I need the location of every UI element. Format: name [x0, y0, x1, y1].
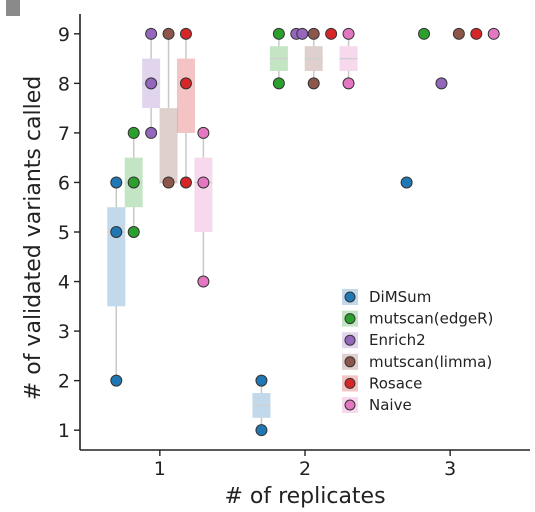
point-DiMSum [110, 226, 123, 238]
point-Naive [487, 27, 500, 40]
point-Enrich2 [145, 77, 158, 90]
point-Rosace [470, 27, 483, 40]
point-mutscan(limma) [452, 27, 465, 40]
point-DiMSum [110, 176, 123, 189]
point-Rosace [179, 176, 192, 189]
point-mutscan(edgeR) [127, 126, 140, 139]
legend-label: Enrich2 [369, 331, 426, 349]
box-mutscan(limma) [159, 108, 178, 183]
legend-label: mutscan(limma) [369, 353, 492, 371]
legend-marker [344, 334, 356, 346]
y-tick-label: 9 [58, 24, 70, 46]
point-layer [110, 27, 500, 437]
legend-marker [344, 313, 356, 325]
y-tick-label: 4 [58, 272, 70, 294]
point-Enrich2 [435, 77, 448, 90]
legend-label: DiMSum [369, 288, 431, 306]
y-axis-label: # of validated variants called [21, 76, 46, 400]
x-tick-label: 1 [154, 458, 166, 480]
y-tick-label: 3 [58, 321, 70, 343]
point-mutscan(edgeR) [418, 27, 431, 40]
y-tick-label: 6 [58, 172, 70, 194]
point-mutscan(edgeR) [272, 27, 285, 40]
x-tick-label: 2 [299, 458, 311, 480]
point-DiMSum [400, 176, 413, 189]
legend-label: mutscan(edgeR) [369, 310, 493, 328]
point-Enrich2 [145, 126, 158, 139]
box-Naive [194, 157, 213, 232]
axes: 1 2 3 4 5 6 7 8 9 1 2 3 [58, 14, 530, 480]
legend: DiMSum mutscan(edgeR) Enrich2 mutscan(limma… [342, 288, 493, 414]
point-mutscan(limma) [162, 27, 175, 40]
point-Enrich2 [145, 27, 158, 40]
y-tick-label: 5 [58, 222, 70, 244]
point-Rosace [179, 77, 192, 90]
point-mutscan(limma) [162, 176, 175, 189]
point-Rosace [179, 27, 192, 40]
y-tick-label: 2 [58, 371, 70, 393]
y-tick-label: 7 [58, 123, 70, 145]
y-tick-label: 8 [58, 73, 70, 95]
point-mutscan(edgeR) [272, 77, 285, 90]
y-tick-label: 1 [58, 420, 70, 442]
legend-label: Rosace [369, 374, 422, 392]
point-mutscan(limma) [307, 27, 320, 40]
box-Rosace [176, 58, 195, 133]
panel-corner-mark [6, 0, 20, 16]
point-mutscan(limma) [307, 77, 320, 90]
point-Naive [197, 275, 210, 288]
point-mutscan(edgeR) [127, 226, 140, 238]
x-tick-label: 3 [444, 458, 456, 480]
point-Naive [197, 126, 210, 139]
point-Naive [342, 27, 355, 40]
point-DiMSum [110, 374, 123, 387]
point-mutscan(edgeR) [127, 176, 140, 189]
point-DiMSum [255, 424, 268, 437]
legend-marker [344, 356, 356, 368]
legend-marker [344, 291, 356, 303]
point-Naive [342, 77, 355, 90]
point-Naive [197, 176, 210, 189]
box-DiMSum [107, 207, 126, 307]
box-layer [107, 33, 358, 431]
x-axis-label: # of replicates [224, 484, 385, 509]
point-DiMSum [255, 374, 268, 387]
point-Rosace [325, 27, 338, 40]
legend-label: Naive [369, 396, 412, 414]
point-Enrich2 [296, 27, 309, 40]
legend-marker [344, 399, 356, 411]
legend-marker [344, 377, 356, 389]
